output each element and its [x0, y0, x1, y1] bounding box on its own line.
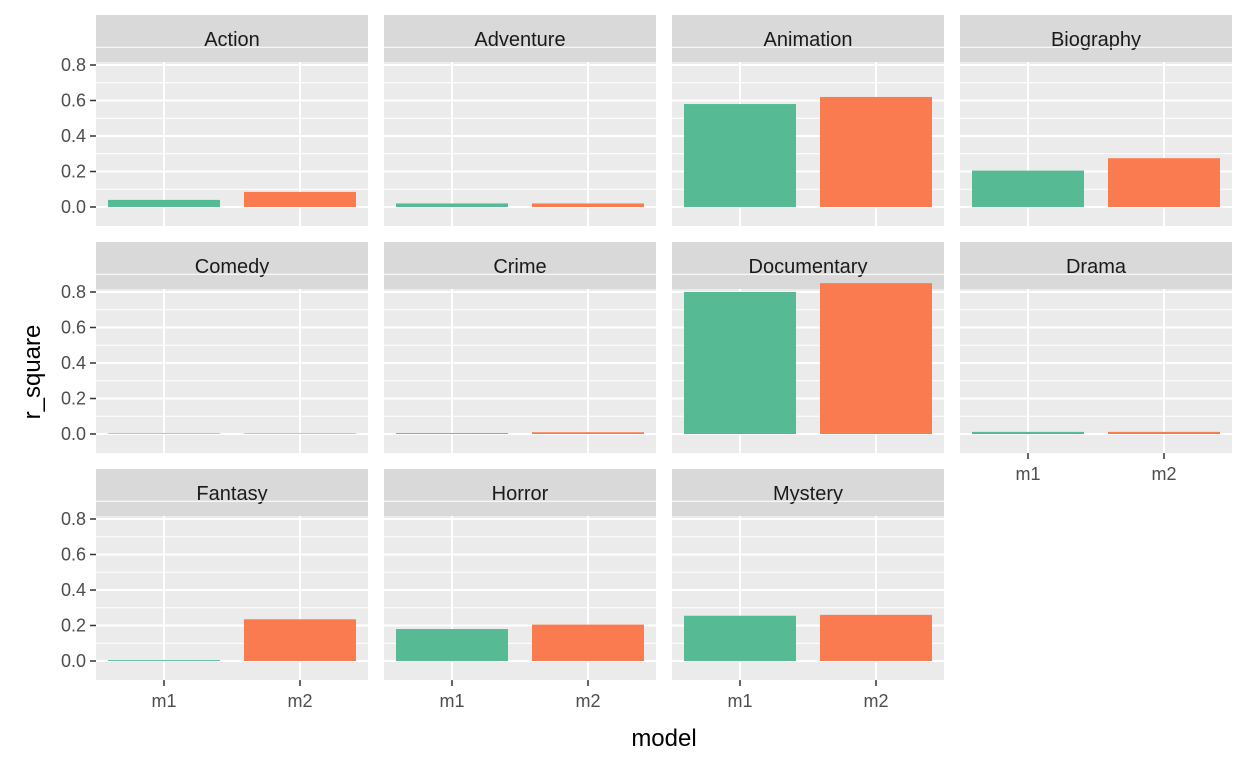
facet-strip-label: Mystery — [773, 483, 843, 505]
bar-horror-m2 — [532, 624, 644, 661]
facet-strip-label: Comedy — [195, 256, 269, 278]
facet-strip-label: Drama — [1066, 256, 1127, 278]
facet-strip — [384, 15, 656, 62]
facet-drama: Drama m1 m2 — [960, 242, 1232, 484]
y-tick-label: 0.8 — [61, 55, 86, 75]
y-tick-label: 0.2 — [61, 162, 86, 182]
y-tick-label: 0.4 — [61, 580, 86, 600]
facet-documentary: Documentary — [672, 242, 944, 453]
y-tick-label: 0.0 — [61, 197, 86, 217]
bar-action-m2 — [244, 191, 356, 207]
bar-adventure-m1 — [396, 203, 508, 207]
facet-adventure: Adventure — [384, 15, 656, 226]
x-axis-title: model — [631, 725, 696, 752]
y-tick-label: 0.2 — [61, 389, 86, 409]
bar-fantasy-m1 — [108, 660, 220, 661]
facet-panel — [960, 289, 1232, 453]
x-tick-label: m1 — [151, 691, 176, 711]
facet-strip-label: Fantasy — [196, 483, 267, 505]
y-tick-label: 0.8 — [61, 509, 86, 529]
facet-strip-label: Adventure — [474, 29, 565, 51]
bar-documentary-m1 — [684, 292, 796, 434]
y-tick-label: 0.4 — [61, 126, 86, 146]
facet-horror: Horror m1 m2 — [384, 469, 656, 711]
bar-mystery-m1 — [684, 615, 796, 661]
bar-drama-m2 — [1108, 431, 1220, 434]
bar-adventure-m2 — [532, 203, 644, 207]
facet-strip — [96, 469, 368, 516]
x-tick-label: m1 — [439, 691, 464, 711]
bar-documentary-m2 — [820, 283, 932, 434]
facet-animation: Animation — [672, 15, 944, 226]
facet-strip-label: Biography — [1051, 29, 1141, 51]
y-tick-label: 0.0 — [61, 424, 86, 444]
facet-mystery: Mystery m1 m2 — [672, 469, 944, 711]
bar-animation-m2 — [820, 96, 932, 207]
x-tick-label: m2 — [575, 691, 600, 711]
bar-crime-m2 — [532, 432, 644, 434]
x-tick-label: m2 — [287, 691, 312, 711]
y-tick-label: 0.4 — [61, 353, 86, 373]
facet-fantasy: Fantasy 0.0 0.2 0.4 0.6 0.8 m1 m2 — [61, 469, 368, 711]
facet-strip-label: Crime — [493, 256, 546, 278]
x-tick-label: m2 — [863, 691, 888, 711]
bar-crime-m1 — [396, 433, 508, 434]
bar-drama-m1 — [972, 431, 1084, 434]
facet-strip — [672, 469, 944, 516]
y-tick-label: 0.6 — [61, 318, 86, 338]
facet-strip — [384, 242, 656, 289]
y-tick-label: 0.0 — [61, 651, 86, 671]
facet-biography: Biography — [960, 15, 1232, 226]
facet-strip — [672, 242, 944, 289]
y-tick-label: 0.8 — [61, 282, 86, 302]
bar-comedy-m1 — [108, 433, 220, 434]
y-tick-label: 0.2 — [61, 616, 86, 636]
facet-strip — [960, 242, 1232, 289]
facets-layer: Action 0.0 0.2 0.4 0.6 0.8 Adventure Animation B… — [61, 15, 1232, 711]
bar-action-m1 — [108, 199, 220, 207]
facet-action: Action 0.0 0.2 0.4 0.6 0.8 — [61, 15, 368, 226]
facet-panel — [384, 289, 656, 453]
facet-panel — [96, 289, 368, 453]
bar-comedy-m2 — [244, 433, 356, 434]
facet-panel — [384, 62, 656, 226]
x-tick-label: m1 — [727, 691, 752, 711]
bar-mystery-m2 — [820, 614, 932, 661]
facet-strip — [672, 15, 944, 62]
facet-comedy: Comedy 0.0 0.2 0.4 0.6 0.8 — [61, 242, 368, 453]
facet-strip-label: Animation — [764, 29, 853, 51]
facet-crime: Crime — [384, 242, 656, 453]
facet-strip — [96, 242, 368, 289]
facet-strip — [960, 15, 1232, 62]
facet-strip-label: Horror — [492, 483, 549, 505]
x-tick-label: m1 — [1015, 464, 1040, 484]
facet-strip-label: Action — [204, 29, 260, 51]
bar-animation-m1 — [684, 104, 796, 207]
y-tick-label: 0.6 — [61, 91, 86, 111]
facet-strip — [384, 469, 656, 516]
facet-strip — [96, 15, 368, 62]
bar-fantasy-m2 — [244, 619, 356, 661]
y-axis-title: r_square — [19, 325, 46, 420]
bar-biography-m1 — [972, 170, 1084, 207]
y-tick-label: 0.6 — [61, 545, 86, 565]
facet-strip-label: Documentary — [749, 256, 868, 278]
x-tick-label: m2 — [1151, 464, 1176, 484]
bar-biography-m2 — [1108, 158, 1220, 207]
bar-horror-m1 — [396, 629, 508, 661]
